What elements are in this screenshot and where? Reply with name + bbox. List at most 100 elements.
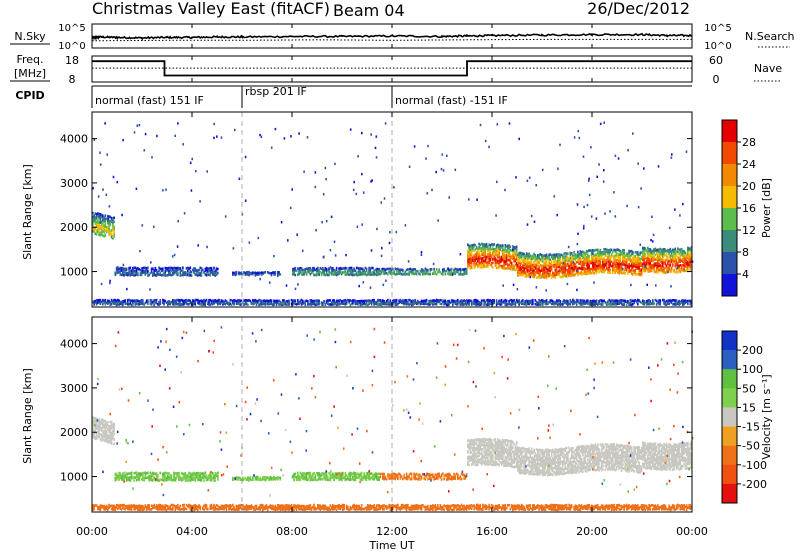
heatmap-cell bbox=[548, 264, 550, 268]
heatmap-cell bbox=[135, 269, 138, 273]
heatmap-cell bbox=[647, 251, 649, 254]
heatmap-cell bbox=[687, 261, 689, 264]
heatmap-cell bbox=[137, 478, 139, 481]
heatmap-cell bbox=[133, 471, 135, 475]
heatmap-cell bbox=[407, 268, 409, 271]
heatmap-cell bbox=[642, 255, 644, 258]
heatmap-cell bbox=[382, 299, 384, 302]
heatmap-cell bbox=[394, 273, 397, 276]
heatmap-cell bbox=[583, 259, 585, 263]
heatmap-cell bbox=[362, 270, 364, 274]
heatmap-cell bbox=[589, 249, 592, 252]
heatmap-cell bbox=[479, 442, 482, 445]
heatmap-cell bbox=[660, 266, 663, 270]
heatmap-cell bbox=[550, 260, 553, 263]
heatmap-cell bbox=[165, 472, 168, 475]
heatmap-cell bbox=[562, 300, 564, 304]
heatmap-cell bbox=[214, 299, 217, 302]
heatmap-cell bbox=[607, 300, 609, 304]
heatmap-cell bbox=[552, 253, 554, 257]
heatmap-cell bbox=[534, 254, 537, 257]
heatmap-cell bbox=[207, 269, 209, 273]
heatmap-cell bbox=[614, 254, 617, 257]
heatmap-cell bbox=[334, 301, 337, 305]
heatmap-cell bbox=[99, 227, 102, 230]
heatmap-cell bbox=[520, 258, 523, 261]
heatmap-cell bbox=[109, 215, 112, 219]
heatmap-cell bbox=[313, 478, 315, 482]
heatmap-cell bbox=[237, 301, 239, 304]
heatmap-cell bbox=[313, 302, 315, 306]
heatmap-cell bbox=[425, 302, 428, 306]
heatmap-cell bbox=[389, 475, 392, 479]
heatmap-cell bbox=[599, 254, 602, 258]
heatmap-cell bbox=[243, 299, 245, 302]
heatmap-cell bbox=[643, 257, 645, 260]
heatmap-cell bbox=[583, 272, 585, 276]
heatmap-cell bbox=[342, 473, 344, 477]
heatmap-cell bbox=[652, 253, 654, 257]
heatmap-cell bbox=[377, 273, 379, 276]
heatmap-cell bbox=[520, 266, 523, 269]
heatmap-cell bbox=[359, 299, 362, 303]
heatmap-cell bbox=[174, 472, 177, 475]
heatmap-cell bbox=[469, 299, 472, 303]
heatmap-cell bbox=[534, 273, 537, 277]
heatmap-cell bbox=[604, 268, 607, 272]
scatter-cell bbox=[577, 129, 580, 133]
heatmap-cell bbox=[563, 301, 565, 305]
heatmap-cell bbox=[623, 303, 625, 306]
heatmap-cell bbox=[557, 265, 559, 269]
heatmap-cell bbox=[639, 259, 642, 263]
heatmap-cell bbox=[658, 250, 660, 253]
heatmap-cell bbox=[645, 300, 648, 303]
heatmap-cell bbox=[413, 477, 415, 480]
heatmap-cell bbox=[92, 211, 94, 215]
heatmap-cell bbox=[380, 299, 383, 303]
heatmap-cell bbox=[532, 271, 534, 274]
heatmap-cell bbox=[413, 475, 415, 478]
heatmap-cell bbox=[525, 261, 528, 264]
heatmap-cell bbox=[415, 477, 418, 480]
scatter-cell bbox=[596, 175, 598, 178]
heatmap-cell bbox=[572, 255, 574, 259]
heatmap-cell bbox=[323, 269, 325, 272]
heatmap-cell bbox=[298, 272, 300, 276]
heatmap-cell bbox=[607, 249, 609, 252]
heatmap-cell bbox=[525, 268, 528, 272]
heatmap-cell bbox=[499, 303, 502, 306]
heatmap-cell bbox=[478, 438, 480, 441]
heatmap-cell bbox=[394, 473, 397, 476]
heatmap-cell bbox=[659, 260, 662, 264]
heatmap-cell bbox=[112, 217, 114, 220]
scatter-cell bbox=[268, 281, 271, 284]
heatmap-cell bbox=[555, 265, 558, 269]
heatmap-cell bbox=[430, 268, 433, 271]
heatmap-cell bbox=[595, 248, 598, 252]
heatmap-cell bbox=[424, 474, 427, 478]
heatmap-cell bbox=[129, 301, 132, 305]
heatmap-cell bbox=[418, 475, 420, 478]
heatmap-cell bbox=[629, 254, 632, 257]
heatmap-cell bbox=[129, 269, 132, 273]
heatmap-cell bbox=[414, 270, 417, 274]
heatmap-cell bbox=[409, 301, 412, 305]
heatmap-cell bbox=[587, 269, 589, 273]
heatmap-cell bbox=[360, 471, 363, 475]
heatmap-cell bbox=[477, 259, 479, 263]
heatmap-cell bbox=[379, 272, 382, 276]
heatmap-cell bbox=[585, 262, 588, 265]
heatmap-cell bbox=[359, 268, 362, 272]
heatmap-cell bbox=[338, 303, 340, 306]
heatmap-cell bbox=[303, 477, 305, 481]
heatmap-cell bbox=[335, 268, 338, 272]
heatmap-cell bbox=[369, 267, 372, 270]
heatmap-cell bbox=[113, 220, 115, 224]
heatmap-cell bbox=[530, 272, 533, 275]
heatmap-cell bbox=[368, 474, 370, 477]
heatmap-cell bbox=[607, 260, 609, 264]
heatmap-cell bbox=[660, 269, 663, 272]
scatter-cell bbox=[314, 185, 317, 189]
heatmap-cell bbox=[432, 303, 434, 306]
heatmap-cell bbox=[200, 299, 203, 302]
